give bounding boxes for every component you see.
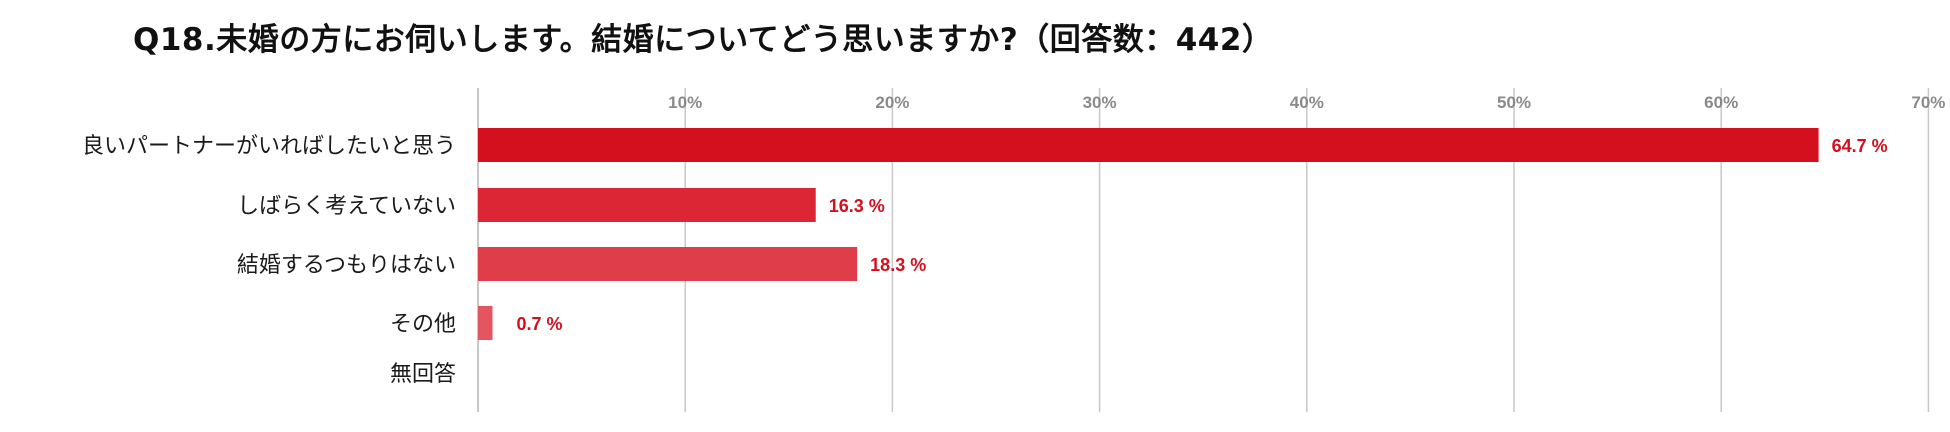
x-tick-label: 20% — [875, 93, 909, 112]
value-label: 64.7 % — [1832, 136, 1888, 156]
x-tick-labels: 10% 20% 30% 40% 50% 60% 70% — [668, 93, 1945, 112]
x-tick-label: 40% — [1290, 93, 1324, 112]
bar — [478, 188, 816, 222]
x-tick-label: 70% — [1911, 93, 1945, 112]
x-tick-label: 30% — [1083, 93, 1117, 112]
category-label: 良いパートナーがいればしたいと思う — [82, 134, 456, 159]
bar — [478, 306, 493, 340]
x-tick-label: 10% — [668, 93, 702, 112]
value-labels: 64.7 % 16.3 % 18.3 % 0.7 % — [517, 136, 1888, 334]
x-tick-label: 60% — [1704, 93, 1738, 112]
value-label: 18.3 % — [870, 255, 926, 275]
value-label: 0.7 % — [517, 314, 563, 334]
category-labels: 良いパートナーがいればしたいと思うしばらく考えていない結婚するつもりはないその他… — [82, 134, 456, 387]
category-label: 結婚するつもりはない — [237, 253, 456, 278]
bars — [478, 128, 1819, 340]
bar — [478, 247, 858, 281]
chart-title: Q18.未婚の方にお伺いします。結婚についてどう思いますか?（回答数：442） — [133, 22, 1274, 58]
x-tick-label: 50% — [1497, 93, 1531, 112]
category-label: その他 — [390, 312, 456, 337]
bar — [478, 128, 1819, 162]
category-label: 無回答 — [390, 362, 456, 387]
value-label: 16.3 % — [829, 196, 885, 216]
category-label: しばらく考えていない — [237, 194, 456, 219]
